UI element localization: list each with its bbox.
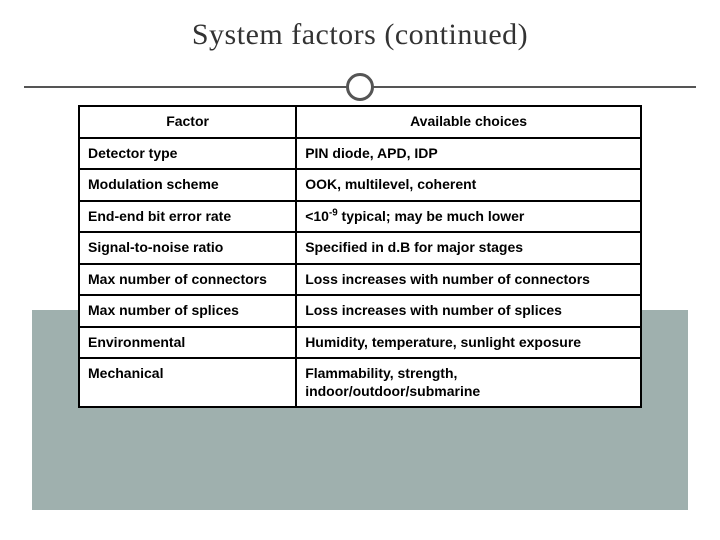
cell-choices: Humidity, temperature, sunlight exposure (296, 327, 641, 359)
cell-choices: PIN diode, APD, IDP (296, 138, 641, 170)
cell-factor: End-end bit error rate (79, 201, 296, 233)
divider-circle-icon (346, 73, 374, 101)
cell-factor: Signal-to-noise ratio (79, 232, 296, 264)
cell-factor: Max number of splices (79, 295, 296, 327)
cell-choices: <10-9 typical; may be much lower (296, 201, 641, 233)
cell-factor: Mechanical (79, 358, 296, 407)
factors-table: Factor Available choices Detector type P… (78, 105, 642, 408)
cell-choices: Loss increases with number of connectors (296, 264, 641, 296)
title-divider (24, 72, 696, 102)
factors-table-wrap: Factor Available choices Detector type P… (78, 105, 642, 408)
table-row: Modulation scheme OOK, multilevel, coher… (79, 169, 641, 201)
col-header-factor: Factor (79, 106, 296, 138)
table-row: Max number of connectors Loss increases … (79, 264, 641, 296)
table-header-row: Factor Available choices (79, 106, 641, 138)
cell-factor: Modulation scheme (79, 169, 296, 201)
table-row: Mechanical Flammability, strength, indoo… (79, 358, 641, 407)
cell-factor: Max number of connectors (79, 264, 296, 296)
table-row: Signal-to-noise ratio Specified in d.B f… (79, 232, 641, 264)
table-row: End-end bit error rate <10-9 typical; ma… (79, 201, 641, 233)
cell-choices: Flammability, strength, indoor/outdoor/s… (296, 358, 641, 407)
cell-choices: Specified in d.B for major stages (296, 232, 641, 264)
page-title: System factors (continued) (0, 18, 720, 52)
cell-choices: OOK, multilevel, coherent (296, 169, 641, 201)
cell-factor: Detector type (79, 138, 296, 170)
cell-choices: Loss increases with number of splices (296, 295, 641, 327)
table-row: Environmental Humidity, temperature, sun… (79, 327, 641, 359)
table-row: Detector type PIN diode, APD, IDP (79, 138, 641, 170)
table-row: Max number of splices Loss increases wit… (79, 295, 641, 327)
cell-factor: Environmental (79, 327, 296, 359)
col-header-choices: Available choices (296, 106, 641, 138)
slide: System factors (continued) Factor Availa… (0, 0, 720, 540)
